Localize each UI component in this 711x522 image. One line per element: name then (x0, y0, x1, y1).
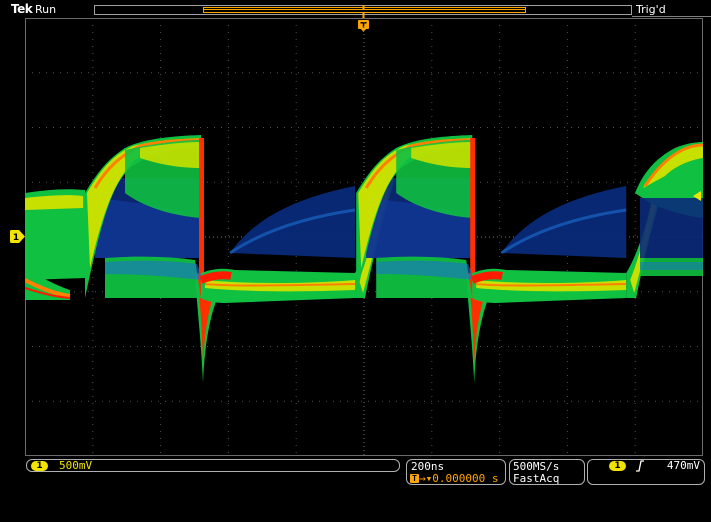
channel1-ground-marker-icon[interactable]: 1 (10, 230, 26, 243)
trigger-position-value: 0.000000 s (432, 472, 499, 485)
trigger-level: 470mV (666, 459, 700, 472)
trigger-status: Trig'd (632, 3, 711, 17)
horizontal-readout[interactable]: 200ns T →▾0.000000 s (406, 459, 506, 485)
channel1-vertical-readout[interactable]: 1 500mV (26, 459, 400, 472)
sample-rate: 500MS/s (513, 460, 560, 473)
acquisition-mode: FastAcq (513, 472, 560, 485)
acquisition-readout[interactable]: 500MS/s FastAcq (509, 459, 585, 485)
status-bar: Tek Run Trig'd (0, 0, 711, 19)
channel1-marker-label: 1 (13, 233, 19, 243)
channel1-volts-per-div: 500mV (59, 459, 93, 472)
trigger-level-marker-icon[interactable] (693, 191, 703, 201)
brand-logo: Tek (11, 2, 33, 16)
channel1-waveform (25, 135, 703, 383)
trigger-position-icon: T (410, 474, 419, 483)
channel1-badge: 1 (31, 461, 48, 471)
trigger-source-badge: 1 (609, 461, 626, 471)
rising-edge-icon (636, 460, 644, 472)
record-trigger-tick-icon (362, 5, 365, 19)
waveform-graticule[interactable] (25, 18, 703, 456)
waveform-left-partial (25, 189, 85, 300)
waveform-right-partial (635, 142, 703, 276)
waveform-period (85, 135, 395, 383)
acquisition-run-state[interactable]: Run (35, 3, 57, 16)
trigger-readout[interactable]: 1 470mV (587, 459, 705, 485)
trigger-position-readout: T →▾0.000000 s (410, 472, 498, 485)
trigger-position-arrow-icon: →▾ (419, 472, 433, 485)
time-per-division: 200ns (411, 460, 445, 473)
waveform-period (356, 135, 667, 383)
